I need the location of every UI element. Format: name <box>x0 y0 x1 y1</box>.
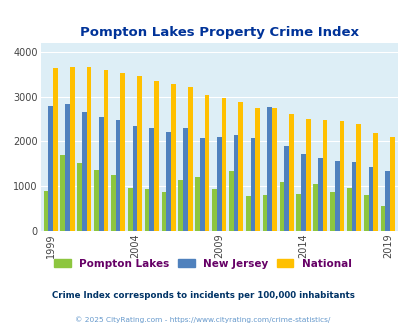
Bar <box>94 170 99 231</box>
Bar <box>329 192 334 231</box>
Bar <box>195 177 200 231</box>
Bar <box>128 187 132 231</box>
Bar <box>137 77 142 231</box>
Bar <box>221 98 226 231</box>
Bar <box>296 194 301 231</box>
Bar <box>250 138 255 231</box>
Bar <box>233 135 238 231</box>
Bar <box>238 102 243 231</box>
Bar <box>363 195 368 231</box>
Text: Crime Index corresponds to incidents per 100,000 inhabitants: Crime Index corresponds to incidents per… <box>51 291 354 300</box>
Bar <box>262 195 267 231</box>
Bar <box>284 146 288 231</box>
Bar <box>204 95 209 231</box>
Bar <box>255 108 259 231</box>
Bar <box>183 128 188 231</box>
Bar <box>279 182 283 231</box>
Bar <box>145 189 149 231</box>
Bar <box>111 175 115 231</box>
Bar <box>389 137 394 231</box>
Bar <box>178 180 183 231</box>
Bar <box>245 196 250 231</box>
Bar <box>212 189 216 231</box>
Bar <box>60 155 65 231</box>
Bar <box>334 161 339 231</box>
Bar <box>372 133 377 231</box>
Bar <box>43 191 48 231</box>
Text: © 2025 CityRating.com - https://www.cityrating.com/crime-statistics/: © 2025 CityRating.com - https://www.city… <box>75 317 330 323</box>
Bar <box>188 87 192 231</box>
Bar <box>301 154 305 231</box>
Bar <box>228 172 233 231</box>
Bar <box>346 188 351 231</box>
Bar <box>200 138 204 231</box>
Bar <box>351 162 356 231</box>
Bar <box>267 107 271 231</box>
Bar <box>53 68 58 231</box>
Bar <box>216 137 221 231</box>
Bar <box>82 112 87 231</box>
Legend: Pompton Lakes, New Jersey, National: Pompton Lakes, New Jersey, National <box>50 254 355 273</box>
Bar <box>368 167 372 231</box>
Bar <box>322 120 326 231</box>
Bar <box>166 132 171 231</box>
Bar <box>154 81 158 231</box>
Bar <box>384 171 389 231</box>
Bar <box>77 163 82 231</box>
Bar <box>161 192 166 231</box>
Bar <box>99 117 103 231</box>
Bar <box>339 121 343 231</box>
Bar <box>103 70 108 231</box>
Bar <box>305 118 310 231</box>
Bar <box>115 120 120 231</box>
Bar <box>271 108 276 231</box>
Bar <box>356 124 360 231</box>
Title: Pompton Lakes Property Crime Index: Pompton Lakes Property Crime Index <box>79 26 358 39</box>
Bar <box>132 126 137 231</box>
Bar <box>313 184 317 231</box>
Bar <box>65 104 70 231</box>
Bar <box>317 158 322 231</box>
Bar <box>70 67 75 231</box>
Bar <box>171 84 175 231</box>
Bar <box>48 107 53 231</box>
Bar <box>149 128 154 231</box>
Bar <box>288 114 293 231</box>
Bar <box>87 67 91 231</box>
Bar <box>380 206 384 231</box>
Bar <box>120 73 125 231</box>
